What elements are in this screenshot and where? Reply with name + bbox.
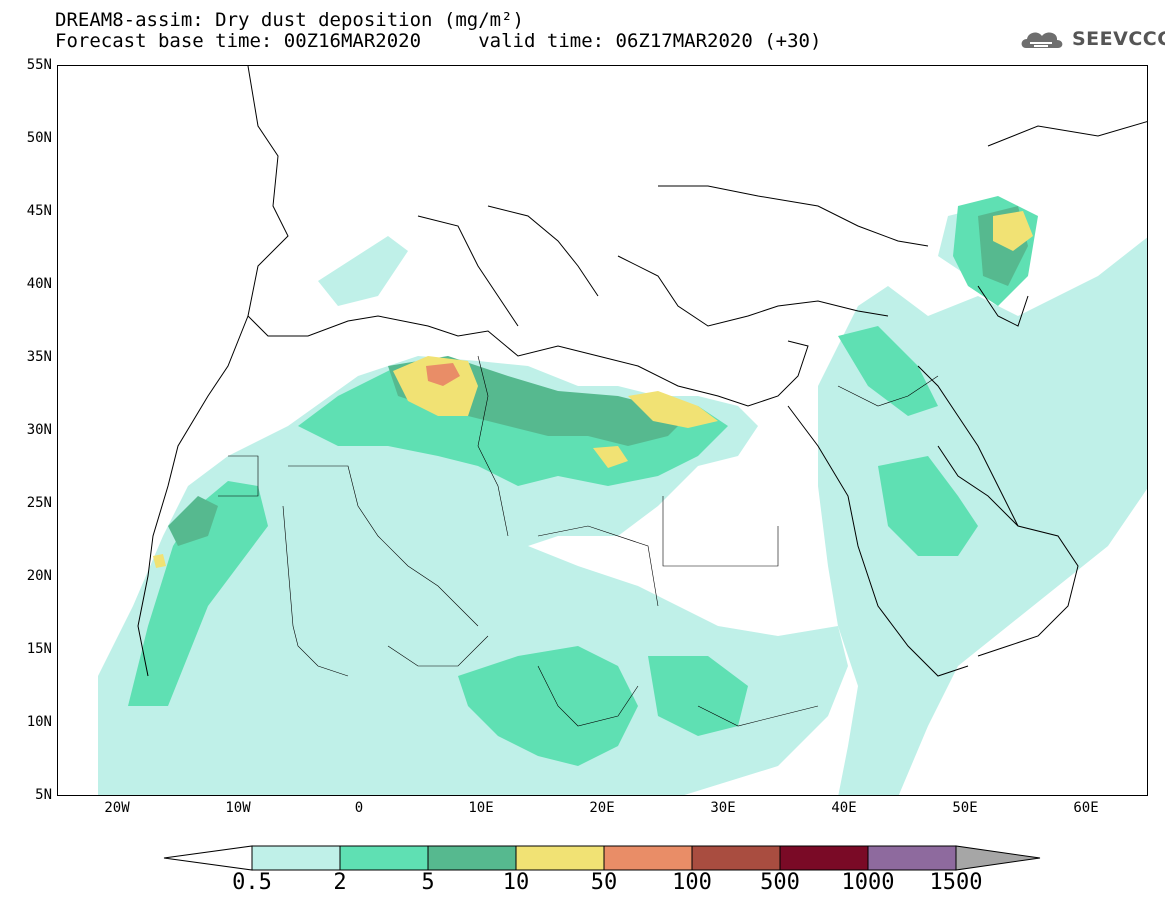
country-borders (218, 355, 939, 727)
lat-label: 15N (26, 641, 52, 657)
coastlines (137, 66, 1147, 677)
map-area (57, 65, 1148, 796)
colorbar-bin (427, 845, 517, 871)
lon-label: 10E (468, 800, 494, 816)
colorbar-label: 1500 (929, 870, 983, 895)
lon-label: 20E (589, 800, 615, 816)
colorbar-bin (779, 845, 869, 871)
lat-label: 30N (26, 422, 52, 438)
colorbar-label: 50 (590, 870, 618, 895)
colorbar-label: 100 (672, 870, 712, 895)
lat-label: 50N (26, 130, 52, 146)
colorbar-label: 10 (502, 870, 530, 895)
lat-label: 55N (26, 57, 52, 73)
dust-shading-yellow (153, 211, 1033, 568)
colorbar-label: 500 (760, 870, 800, 895)
lon-label: 60E (1073, 800, 1099, 816)
cloud-logo-icon (1021, 32, 1063, 48)
lon-label: 40E (831, 800, 857, 816)
colorbar-bin (339, 845, 429, 871)
colorbar-bin (251, 845, 341, 871)
colorbar-over-arrow (955, 845, 1041, 871)
lat-label: 20N (26, 568, 52, 584)
lat-label: 5N (35, 787, 52, 803)
colorbar-bin (867, 845, 957, 871)
colorbar-label: 2 (333, 870, 347, 895)
colorbar-bin (603, 845, 693, 871)
lon-label: 10W (225, 800, 251, 816)
logo-text: SEEVCCC (1072, 28, 1165, 50)
lat-label: 45N (26, 203, 52, 219)
lon-label: 50E (952, 800, 978, 816)
lat-label: 10N (26, 714, 52, 730)
seevccc-logo: SEEVCCC (1018, 26, 1165, 52)
map-title: DREAM8-assim: Dry dust deposition (mg/m²… (55, 9, 524, 31)
colorbar-label: 0.5 (232, 870, 272, 895)
colorbar (163, 845, 1041, 871)
colorbar-bin (691, 845, 781, 871)
colorbar-label: 1000 (841, 870, 895, 895)
lon-label: 30E (710, 800, 736, 816)
colorbar-bin (515, 845, 605, 871)
lat-label: 25N (26, 495, 52, 511)
lon-label: 20W (104, 800, 130, 816)
lat-label: 35N (26, 349, 52, 365)
lat-label: 40N (26, 276, 52, 292)
map-svg (98, 66, 1147, 795)
lon-label: 0 (354, 800, 364, 816)
map-subtitle: Forecast base time: 00Z16MAR2020 valid t… (55, 30, 822, 52)
dust-shading-orange (426, 363, 460, 386)
colorbar-label: 5 (421, 870, 435, 895)
colorbar-under-arrow (163, 845, 253, 871)
